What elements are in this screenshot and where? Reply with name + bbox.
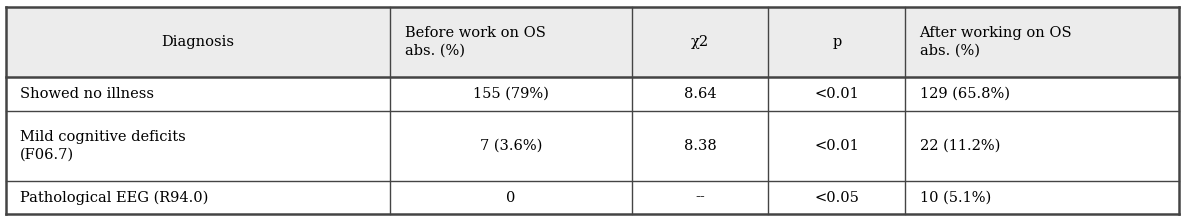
Text: --: --: [696, 191, 705, 205]
Bar: [6, 110, 391, 181]
Bar: [632, 7, 769, 77]
Text: 8.38: 8.38: [684, 139, 717, 153]
Text: After working on OS
abs. (%): After working on OS abs. (%): [920, 26, 1072, 58]
Bar: [905, 7, 1179, 77]
Text: <0.05: <0.05: [814, 191, 859, 205]
Bar: [769, 110, 905, 181]
Bar: [905, 77, 1179, 110]
Text: χ2: χ2: [691, 35, 709, 49]
Text: 22 (11.2%): 22 (11.2%): [920, 139, 1000, 153]
Text: 8.64: 8.64: [684, 87, 717, 101]
Bar: [6, 77, 391, 110]
Bar: [769, 181, 905, 214]
Bar: [391, 181, 632, 214]
Bar: [6, 181, 391, 214]
Bar: [769, 77, 905, 110]
Bar: [391, 77, 632, 110]
Text: 0: 0: [506, 191, 515, 205]
Text: Diagnosis: Diagnosis: [161, 35, 235, 49]
Text: 7 (3.6%): 7 (3.6%): [480, 139, 543, 153]
Bar: [632, 77, 769, 110]
Text: Mild cognitive deficits
(F06.7): Mild cognitive deficits (F06.7): [20, 130, 186, 162]
Text: p: p: [832, 35, 841, 49]
Text: Pathological EEG (R94.0): Pathological EEG (R94.0): [20, 191, 209, 205]
Text: 155 (79%): 155 (79%): [473, 87, 549, 101]
Text: Before work on OS
abs. (%): Before work on OS abs. (%): [405, 26, 545, 58]
Bar: [632, 181, 769, 214]
Bar: [769, 7, 905, 77]
Text: Showed no illness: Showed no illness: [20, 87, 154, 101]
Bar: [905, 181, 1179, 214]
Text: <0.01: <0.01: [814, 139, 859, 153]
Bar: [391, 7, 632, 77]
Bar: [6, 7, 391, 77]
Text: <0.01: <0.01: [814, 87, 859, 101]
Text: 129 (65.8%): 129 (65.8%): [920, 87, 1010, 101]
Bar: [632, 110, 769, 181]
Bar: [905, 110, 1179, 181]
Text: 10 (5.1%): 10 (5.1%): [920, 191, 991, 205]
Bar: [391, 110, 632, 181]
